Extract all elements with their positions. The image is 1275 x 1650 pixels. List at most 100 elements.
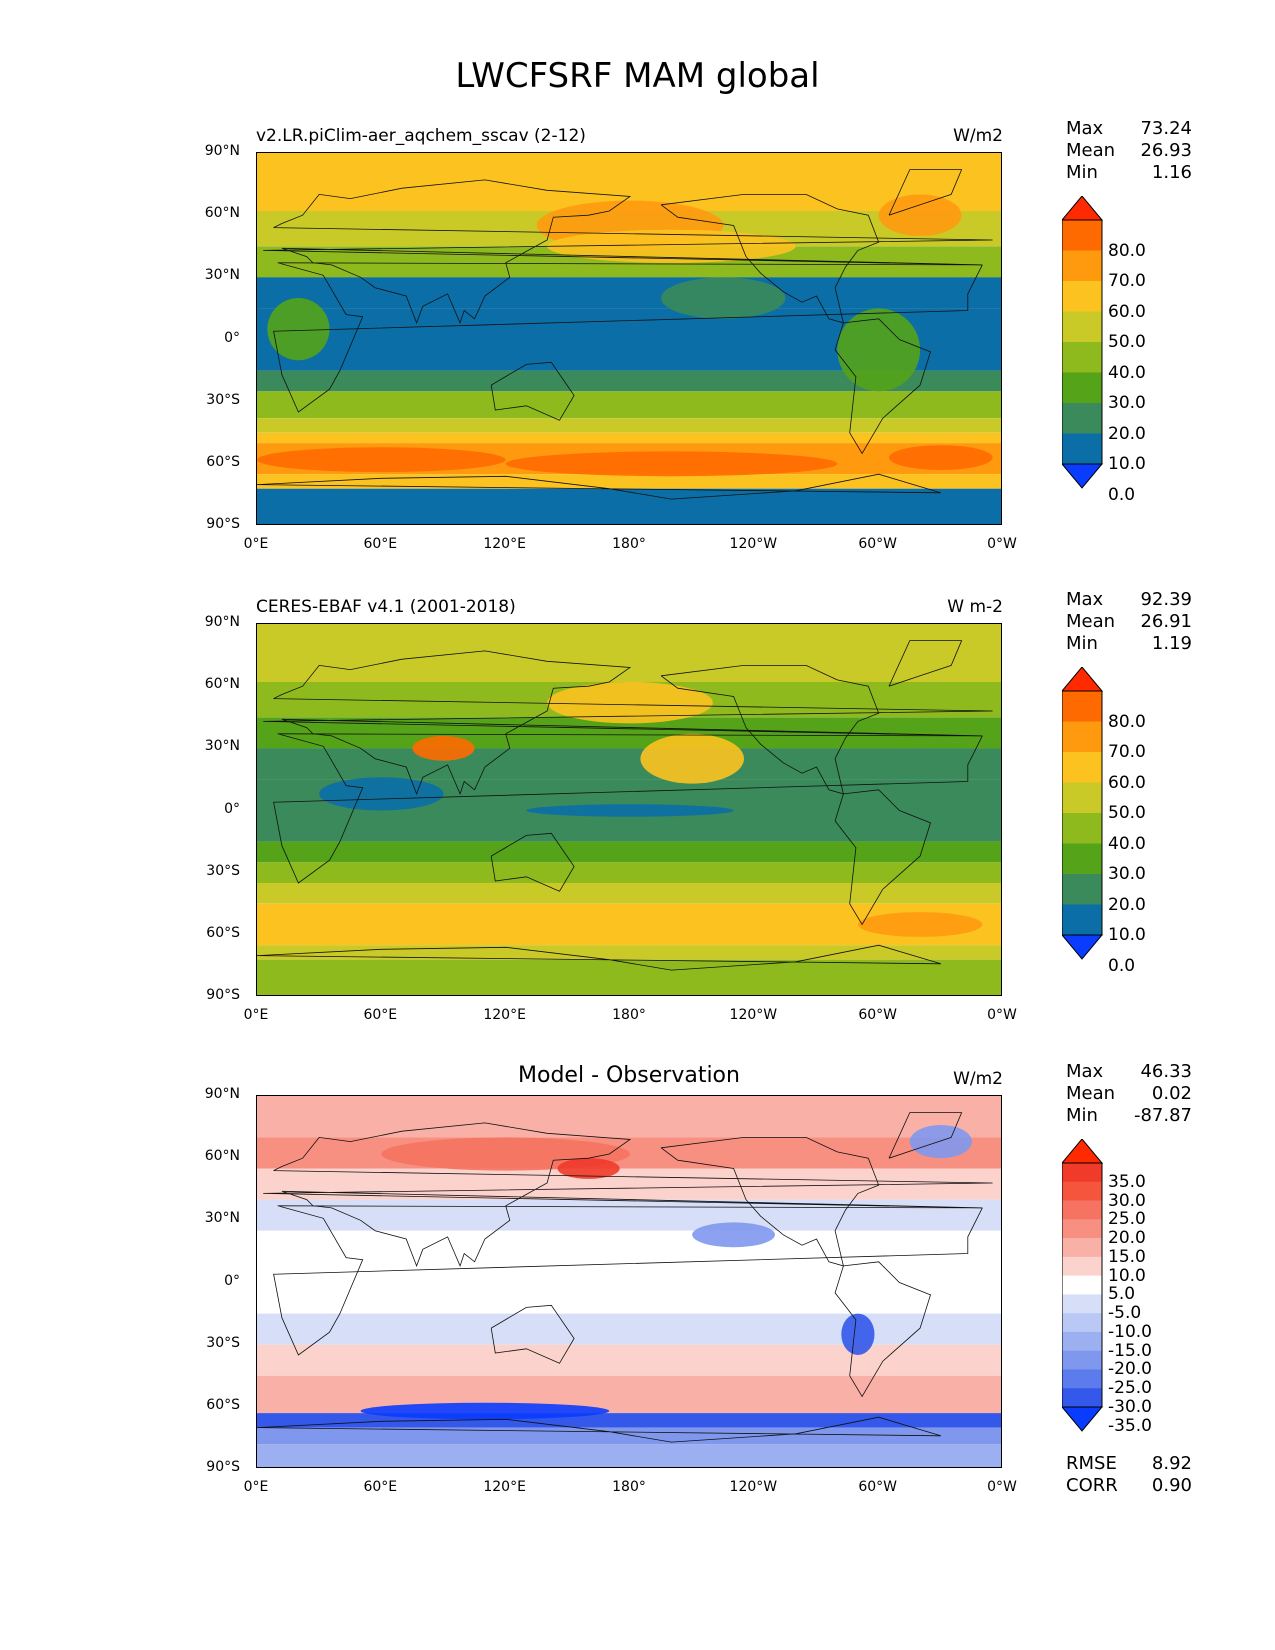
colorbar-tick-label: 10.0 bbox=[1108, 1265, 1146, 1286]
colorbar-tick-label: -25.0 bbox=[1108, 1378, 1152, 1399]
field-band-3 bbox=[257, 277, 1001, 309]
field-blob-2 bbox=[909, 1125, 972, 1159]
colorbar-tick-label: -5.0 bbox=[1108, 1303, 1142, 1324]
colorbar-segment bbox=[1062, 1219, 1102, 1239]
coastline-0 bbox=[273, 262, 983, 413]
y-tick-label: 30°N bbox=[204, 1210, 240, 1227]
x-tick-label: 180° bbox=[612, 536, 646, 552]
field-blob-1 bbox=[557, 1158, 620, 1179]
colorbar-outline bbox=[1062, 1162, 1103, 1408]
colorbar-extend-bottom bbox=[1062, 1406, 1104, 1432]
x-tick-label: 120°E bbox=[483, 536, 526, 552]
colorbar-segment bbox=[1062, 1256, 1102, 1276]
map-plot bbox=[256, 623, 1002, 996]
colorbar-segment bbox=[1062, 403, 1102, 434]
field-band-10 bbox=[257, 959, 1001, 995]
y-tick-label: 30°S bbox=[206, 1334, 240, 1351]
colorbar-segment bbox=[1062, 1331, 1102, 1351]
colorbar-segment bbox=[1062, 1181, 1102, 1201]
colorbar-tick-label: 30.0 bbox=[1108, 864, 1146, 884]
field-band-7 bbox=[257, 883, 1001, 904]
coastline-2 bbox=[490, 361, 575, 421]
map-plot bbox=[256, 152, 1002, 525]
min-value: -87.87 bbox=[1133, 1105, 1192, 1126]
mean-label: Mean bbox=[1066, 1083, 1116, 1104]
x-tick-label: 120°W bbox=[729, 1007, 778, 1023]
y-tick-label: 30°N bbox=[204, 738, 240, 755]
y-tick-label: 90°N bbox=[204, 614, 240, 630]
panel-observation: CERES-EBAF v4.1 (2001-2018) W m-2 90°N 60… bbox=[0, 589, 1275, 1093]
colorbar-tick-label: 0.0 bbox=[1108, 484, 1136, 505]
field-blob-5 bbox=[360, 1402, 610, 1420]
colorbar-tick-label: 50.0 bbox=[1108, 332, 1146, 352]
min-label: Min bbox=[1066, 162, 1098, 183]
colorbar-segment bbox=[1062, 311, 1102, 343]
field-blob-1 bbox=[640, 733, 744, 784]
field-band-5 bbox=[257, 370, 1001, 392]
coastline-5 bbox=[888, 169, 963, 216]
colorbar-outline bbox=[1062, 219, 1103, 465]
coastline-2 bbox=[490, 1304, 575, 1364]
y-tick-label: 0° bbox=[224, 800, 240, 817]
figure-title: LWCFSRF MAM global bbox=[455, 56, 820, 96]
field-blob-3 bbox=[692, 1222, 775, 1248]
colorbar-tick-label: 35.0 bbox=[1108, 1171, 1146, 1192]
coastline-4 bbox=[834, 789, 931, 926]
x-tick-label: 120°W bbox=[729, 1479, 778, 1495]
colorbar-tick-label: 70.0 bbox=[1108, 271, 1146, 291]
colorbar-segment bbox=[1062, 1294, 1102, 1314]
field-band-0 bbox=[257, 1096, 1001, 1138]
field-band-6 bbox=[257, 391, 1001, 419]
mean-value: 26.91 bbox=[1140, 611, 1192, 632]
panel-title: v2.LR.piClim-aer_aqchem_sscav (2-12) bbox=[256, 126, 586, 146]
map-svg bbox=[257, 1096, 1001, 1467]
colorbar-extend-bottom bbox=[1062, 934, 1104, 960]
colorbar-tick-label: 60.0 bbox=[1108, 301, 1146, 322]
colorbar-tick-label: 0.0 bbox=[1108, 955, 1136, 976]
field-band-11 bbox=[257, 488, 1001, 524]
rmse-label: RMSE bbox=[1066, 1453, 1117, 1474]
max-value: 46.33 bbox=[1140, 1061, 1192, 1082]
x-tick-label: 0°W bbox=[987, 1007, 1017, 1023]
field-band-6 bbox=[257, 1344, 1001, 1376]
coastline-0 bbox=[273, 733, 983, 884]
mean-label: Mean bbox=[1066, 611, 1116, 632]
x-tick-label: 60°E bbox=[363, 536, 398, 552]
y-tick-label: 0° bbox=[224, 1272, 240, 1289]
panel-title: CERES-EBAF v4.1 (2001-2018) bbox=[256, 597, 516, 617]
x-tick-label: 60°W bbox=[858, 1479, 897, 1495]
map-plot bbox=[256, 1095, 1002, 1468]
x-tick-label: 120°E bbox=[483, 1007, 526, 1023]
colorbar-segment bbox=[1062, 342, 1102, 373]
field-band-4 bbox=[257, 1230, 1001, 1314]
x-tick-label: 0°E bbox=[243, 1479, 269, 1495]
colorbar-segment bbox=[1062, 281, 1102, 312]
x-tick-label: 0°E bbox=[243, 536, 269, 552]
field-band-2 bbox=[257, 1168, 1001, 1200]
colorbar-segment bbox=[1062, 721, 1102, 753]
colorbar-tick-label: 20.0 bbox=[1108, 423, 1146, 444]
colorbar-segment bbox=[1062, 1388, 1102, 1408]
colorbar-segment bbox=[1062, 1238, 1102, 1258]
coastline-6 bbox=[257, 1416, 941, 1443]
colorbar-tick-label: 50.0 bbox=[1108, 803, 1146, 823]
mean-label: Mean bbox=[1066, 140, 1116, 161]
max-label: Max bbox=[1066, 589, 1104, 610]
field-band-7 bbox=[257, 1375, 1001, 1414]
field-band-9 bbox=[257, 945, 1001, 960]
colorbar-extend-top bbox=[1062, 1139, 1104, 1164]
colorbar-tick-label: 40.0 bbox=[1108, 362, 1146, 383]
field-band-10 bbox=[257, 1444, 1001, 1467]
colorbar-segment bbox=[1062, 782, 1102, 814]
max-value: 73.24 bbox=[1140, 118, 1192, 139]
colorbar-segment bbox=[1062, 1200, 1102, 1220]
colorbar-tick-label: 25.0 bbox=[1108, 1209, 1146, 1230]
x-tick-label: 60°W bbox=[858, 1007, 897, 1023]
colorbar-segment bbox=[1062, 1275, 1102, 1295]
field-blob-2 bbox=[878, 194, 962, 236]
colorbar-segment bbox=[1062, 250, 1102, 282]
colorbar-segment bbox=[1062, 843, 1102, 875]
colorbar-segment bbox=[1062, 1369, 1102, 1389]
colorbar-tick-label: 15.0 bbox=[1108, 1246, 1146, 1267]
field-blob-5 bbox=[857, 912, 983, 937]
